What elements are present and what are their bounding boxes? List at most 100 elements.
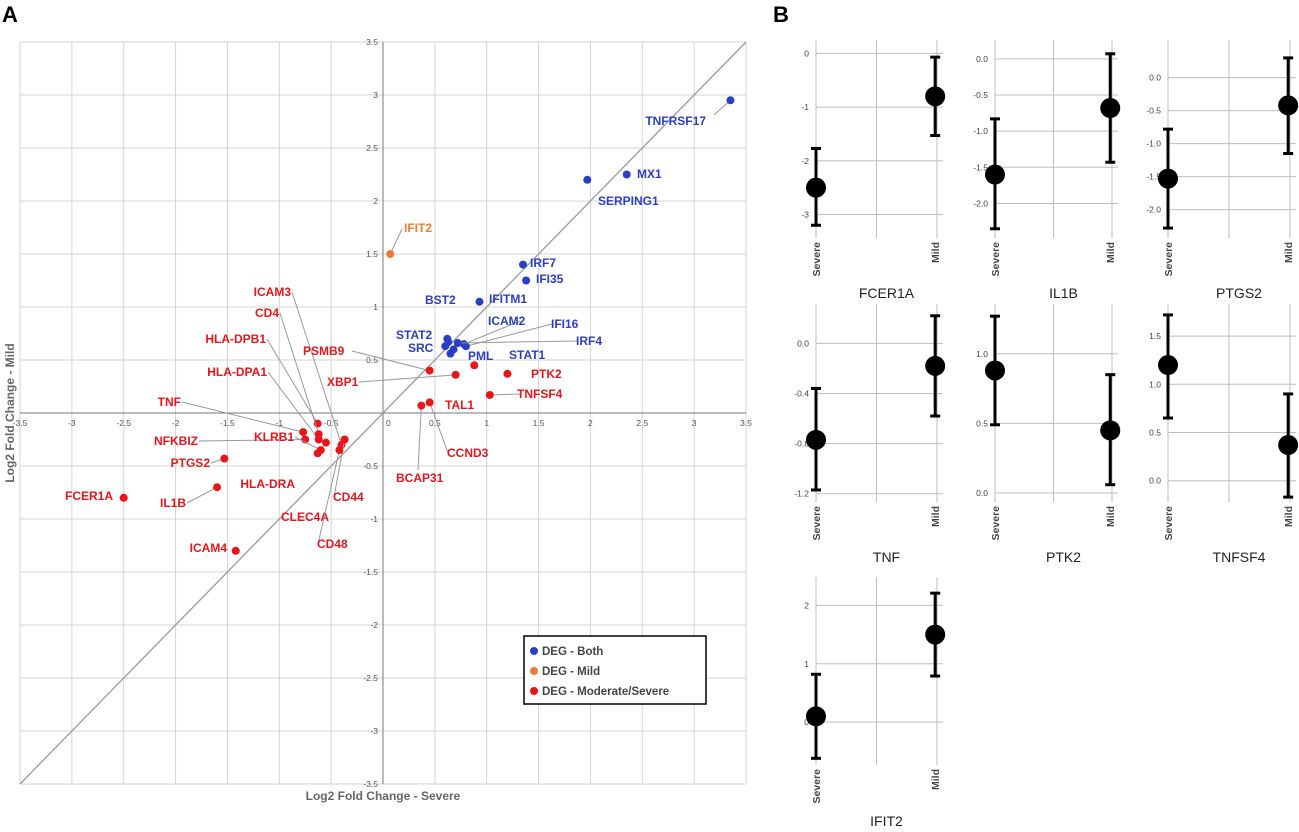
- leader-line: [198, 439, 306, 442]
- point-label: IRF4: [576, 334, 602, 348]
- x-tick-label: -1: [276, 418, 284, 428]
- subplot-title: IFIT2: [870, 813, 903, 829]
- category-label: Mild: [1105, 242, 1117, 263]
- legend-label: DEG - Mild: [542, 666, 600, 678]
- data-point: [335, 446, 344, 455]
- x-axis-title: Log2 Fold Change - Severe: [306, 789, 461, 803]
- subplot-title: PTK2: [1046, 549, 1081, 565]
- point-label: IFI35: [536, 272, 564, 286]
- y-tick-label: 1.5: [1149, 331, 1161, 341]
- y-tick-label: 1: [804, 659, 809, 669]
- data-point: [622, 170, 631, 179]
- data-point: [340, 435, 349, 444]
- mean-point: [1100, 98, 1121, 119]
- leader-line: [358, 374, 456, 383]
- data-point: [321, 438, 330, 447]
- subplot-title: PTGS2: [1216, 285, 1262, 301]
- leader-line: [317, 449, 340, 545]
- point-label: ICAM3: [254, 285, 292, 299]
- x-tick-label: 3: [692, 418, 697, 428]
- y-tick-label: -2.0: [973, 198, 988, 208]
- category-label: Severe: [990, 242, 1002, 277]
- legend-marker: [530, 687, 538, 695]
- legend-marker: [530, 647, 538, 655]
- point-label: IFIT2: [404, 221, 432, 235]
- x-tick-label: -2: [172, 418, 180, 428]
- y-tick-label: -0.5: [973, 90, 988, 100]
- point-label: TNFSF4: [517, 387, 563, 401]
- mean-point: [806, 177, 826, 198]
- category-label: Severe: [811, 506, 823, 541]
- y-tick-label: 0: [804, 48, 809, 58]
- y-tick-label: 1.0: [1149, 379, 1161, 389]
- data-point: [417, 401, 426, 410]
- point-label: PTK2: [531, 367, 562, 381]
- point-label: PML: [468, 349, 493, 363]
- x-tick-label: 0.5: [429, 418, 441, 428]
- category-label: Mild: [930, 506, 942, 527]
- subplot-title: TNFSF4: [1213, 549, 1266, 565]
- point-label: HLA-DPA1: [207, 365, 267, 379]
- leader-line: [417, 405, 422, 471]
- point-label: SRC: [408, 341, 434, 355]
- y-tick-label: -1: [370, 514, 378, 524]
- y-tick-label: 1.5: [366, 249, 378, 259]
- data-point: [213, 483, 222, 492]
- subplot-title: IL1B: [1049, 285, 1078, 301]
- leader-line: [279, 312, 320, 435]
- x-tick-label: 1.5: [533, 418, 545, 428]
- mean-point: [1158, 355, 1178, 376]
- subplot-title: FCER1A: [859, 285, 915, 301]
- subplot-tnfsf4: 0.0 0.5 1.0 1.5 Severe Mild TNFSF4: [1149, 304, 1299, 565]
- point-label: CD44: [333, 490, 364, 504]
- data-point: [313, 449, 322, 458]
- panel-a-label: A: [2, 2, 18, 27]
- y-tick-label: 0: [804, 717, 809, 727]
- y-tick-label: -0.8: [794, 439, 809, 449]
- point-label: STAT1: [509, 348, 546, 362]
- leader-line: [186, 486, 218, 504]
- mean-point: [806, 429, 826, 450]
- y-tick-label: -1.5: [363, 567, 378, 577]
- category-label: Mild: [930, 769, 942, 790]
- category-label: Severe: [990, 506, 1002, 541]
- leader-line: [457, 340, 578, 344]
- y-tick-label: -1.5: [973, 162, 988, 172]
- point-label: HLA-DRA: [240, 477, 295, 491]
- leader-line: [267, 371, 320, 440]
- y-tick-label: 1.0: [976, 349, 988, 359]
- subplot-ptgs2: 0.0 -0.5 -1.0 -1.5 -2.0 Severe Mild PTGS2: [1146, 40, 1299, 301]
- mean-point: [985, 164, 1005, 185]
- data-point: [425, 366, 434, 375]
- x-tick-label: 0: [386, 418, 391, 428]
- data-point: [449, 345, 458, 354]
- y-tick-label: 2: [804, 600, 809, 610]
- point-label: MX1: [637, 167, 662, 181]
- point-label: BCAP31: [396, 471, 444, 485]
- y-tick-label: 0.0: [976, 54, 988, 64]
- data-point: [726, 96, 735, 105]
- y-tick-label: 0.0: [1149, 73, 1161, 83]
- panel-b-label: B: [773, 2, 789, 27]
- data-point: [451, 370, 460, 379]
- x-tick-label: -3.5: [13, 418, 28, 428]
- y-tick-label: -1.5: [1146, 172, 1161, 182]
- x-tick-label: 2: [588, 418, 593, 428]
- x-tick-label: 2.5: [636, 418, 648, 428]
- data-point: [475, 297, 484, 306]
- x-tick-label: -0.5: [324, 418, 339, 428]
- point-label: IRF7: [530, 256, 556, 270]
- data-point: [119, 493, 128, 502]
- mean-point: [1158, 168, 1178, 189]
- y-tick-label: -2.0: [1146, 205, 1161, 215]
- category-label: Mild: [1283, 506, 1295, 527]
- point-label: ICAM4: [190, 541, 228, 555]
- point-label: IL1B: [160, 496, 186, 510]
- x-tick-label: 1: [484, 418, 489, 428]
- y-tick-label: 0.0: [976, 488, 988, 498]
- y-tick-label: -2: [370, 620, 378, 630]
- category-label: Severe: [811, 769, 823, 804]
- x-tick-label: -2.5: [116, 418, 131, 428]
- leader-line: [489, 393, 521, 396]
